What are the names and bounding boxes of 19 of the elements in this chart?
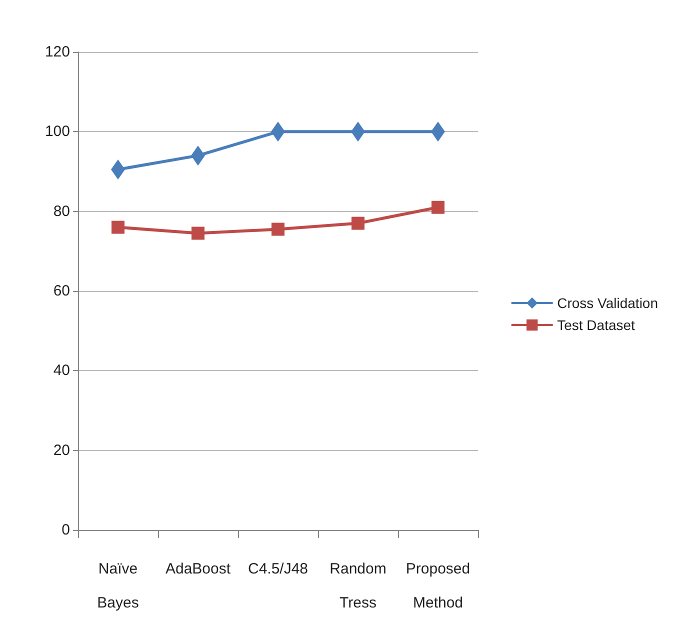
y-tick-label: 80 [53, 202, 70, 220]
y-tick-label: 0 [62, 522, 70, 538]
x-tick-label: C4.5/J48 [248, 560, 308, 578]
x-tick-label: Naïve Bayes [97, 560, 139, 612]
x-tick-label: Random Tress [330, 560, 386, 612]
y-tick-label: 100 [44, 123, 70, 140]
y-tick-label: 40 [53, 362, 70, 380]
y-tick-label: 60 [53, 282, 70, 300]
point [272, 222, 284, 236]
x-tick-label: Proposed Method [406, 560, 470, 612]
x-tick-label: AdaBoost [165, 560, 232, 578]
point [192, 226, 204, 240]
y-tick-label: 120 [44, 44, 70, 60]
point [432, 200, 444, 214]
legend-label: Test Dataset [557, 317, 636, 333]
legend-label: Cross Validation [557, 295, 658, 311]
y-tick-label: 20 [53, 442, 70, 459]
point [352, 216, 364, 230]
point [112, 220, 124, 234]
